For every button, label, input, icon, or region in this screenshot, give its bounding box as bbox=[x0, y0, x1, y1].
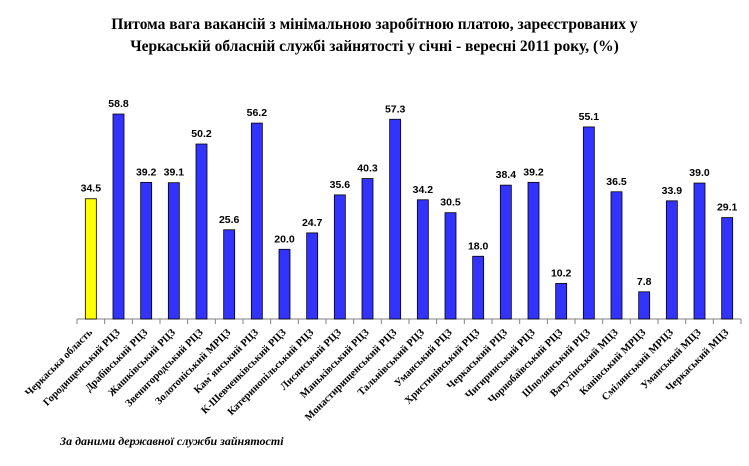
chart-title-line-1: Питома вага вакансій з мінімальною зароб… bbox=[111, 16, 638, 33]
value-label: 36.5 bbox=[606, 176, 627, 188]
bar bbox=[638, 291, 651, 320]
bar bbox=[555, 283, 568, 320]
value-label: 38.4 bbox=[496, 169, 517, 181]
value-label: 24.7 bbox=[302, 217, 323, 229]
bar bbox=[361, 178, 374, 320]
bar bbox=[333, 194, 346, 320]
chart-title: Питома вага вакансій з мінімальною зароб… bbox=[0, 14, 749, 58]
bar bbox=[84, 198, 97, 320]
source-note: За даними державної служби зайнятості bbox=[60, 434, 284, 448]
value-label: 30.5 bbox=[440, 197, 461, 209]
value-label: 57.3 bbox=[385, 103, 406, 115]
bar bbox=[112, 113, 125, 320]
value-label: 29.1 bbox=[717, 202, 738, 214]
bar bbox=[416, 199, 429, 320]
value-label: 20.0 bbox=[274, 233, 295, 245]
bar bbox=[195, 143, 208, 320]
bars bbox=[84, 113, 734, 320]
bar bbox=[721, 217, 734, 320]
bar bbox=[499, 184, 512, 320]
value-label: 50.2 bbox=[191, 128, 212, 140]
bar bbox=[278, 248, 291, 320]
value-label: 10.2 bbox=[551, 267, 572, 279]
bar bbox=[665, 200, 678, 320]
value-label: 25.6 bbox=[219, 214, 240, 226]
x-axis-ticks bbox=[76, 319, 742, 324]
value-label: 39.0 bbox=[689, 167, 710, 179]
bar bbox=[610, 191, 623, 320]
value-label: 40.3 bbox=[357, 163, 378, 175]
bar bbox=[306, 232, 319, 320]
bar bbox=[693, 182, 706, 320]
value-label: 56.2 bbox=[247, 107, 268, 119]
value-label: 33.9 bbox=[662, 185, 683, 197]
value-label: 18.0 bbox=[468, 240, 489, 252]
bar bbox=[140, 181, 153, 320]
chart-title-line-2: Черкаській обласній службі зайнятості у … bbox=[130, 38, 619, 55]
value-label: 7.8 bbox=[637, 276, 652, 288]
bar bbox=[472, 255, 485, 320]
value-label: 55.1 bbox=[579, 111, 600, 123]
bar bbox=[444, 212, 457, 320]
bar bbox=[223, 229, 236, 320]
value-label: 39.1 bbox=[164, 167, 185, 179]
value-labels: 34.5 58.8 39.2 39.1 50.2 25.6 56.2 20.0 24.7 35.6… bbox=[81, 98, 738, 288]
bar bbox=[167, 182, 180, 320]
bar bbox=[582, 126, 595, 320]
bar bbox=[250, 122, 263, 320]
value-label: 34.2 bbox=[413, 184, 434, 196]
bar bbox=[527, 181, 540, 320]
value-label: 35.6 bbox=[330, 179, 351, 191]
value-label: 58.8 bbox=[108, 98, 129, 110]
bar bbox=[389, 118, 402, 320]
value-label: 34.5 bbox=[81, 183, 102, 195]
value-label: 39.2 bbox=[136, 166, 157, 178]
value-label: 39.2 bbox=[523, 166, 544, 178]
